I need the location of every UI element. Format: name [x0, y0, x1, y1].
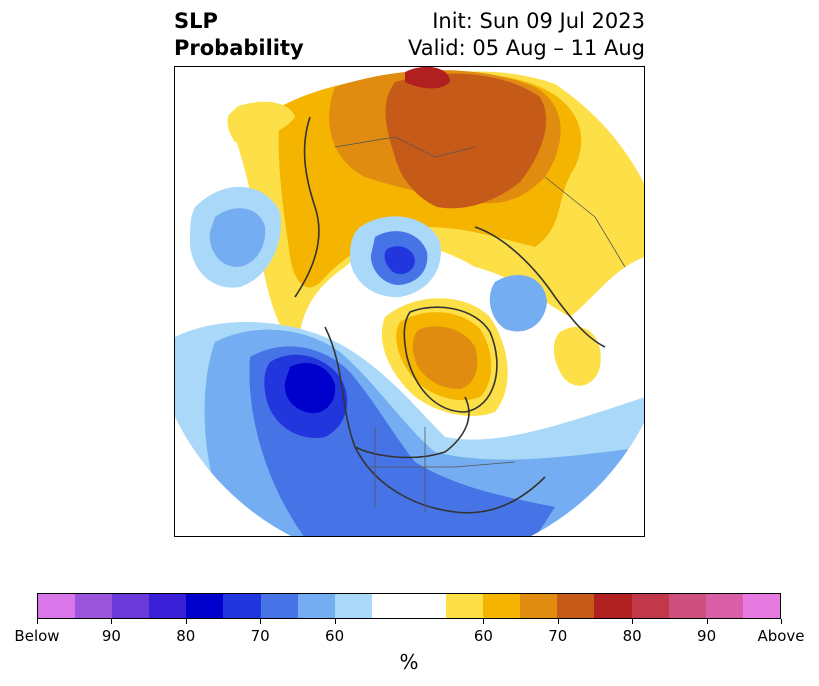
colorbar-tick-mark [185, 619, 187, 624]
colorbar-tick-label: Below [14, 627, 60, 645]
colorbar-tick-label: 90 [697, 627, 717, 645]
colorbar-tick-label: 80 [622, 627, 642, 645]
colorbar-segment [594, 594, 632, 618]
below-blue-west [209, 208, 266, 267]
colorbar-tick-mark [483, 619, 485, 624]
map-svg [175, 67, 644, 536]
above-darkorange-greenland [412, 326, 478, 389]
init-date: Init: Sun 09 Jul 2023 [432, 9, 645, 33]
coastlines [294, 116, 606, 514]
polar-map [174, 66, 645, 537]
colorbar-tick-mark [557, 619, 559, 624]
colorbar-segment [297, 594, 335, 618]
colorbar-tick-mark [260, 619, 262, 624]
colorbar-segment [446, 594, 484, 618]
colorbar-tick-label: Above [757, 627, 805, 645]
chart-title: SLP Probability [174, 8, 304, 62]
below-darkblue-pacific [284, 363, 336, 414]
below-blue-east [489, 274, 547, 332]
above-red-barents [405, 67, 450, 89]
colorbar-tick-label: 80 [176, 627, 196, 645]
colorbar-tick-mark [334, 619, 336, 624]
above-yellow-east [553, 326, 601, 386]
above-rust-eurasia [385, 73, 547, 209]
colorbar-segment [371, 594, 409, 618]
colorbar-unit: % [399, 650, 419, 674]
colorbar-segment [557, 594, 595, 618]
title-line-2: Probability [174, 36, 304, 60]
colorbar-segment [38, 594, 76, 618]
colorbar-tick-mark [706, 619, 708, 624]
title-line-1: SLP [174, 9, 218, 33]
colorbar-segment [75, 594, 113, 618]
colorbar-segment [483, 594, 521, 618]
below-darkblue-arctic [384, 246, 415, 275]
colorbar-segment [520, 594, 558, 618]
colorbar-tick-label: 90 [101, 627, 121, 645]
borders [334, 136, 626, 512]
colorbar-tick-label: 60 [473, 627, 493, 645]
colorbar-tick-mark [111, 619, 113, 624]
colorbar-tick-mark [632, 619, 634, 624]
colorbar-segment [186, 594, 224, 618]
colorbar [37, 593, 781, 619]
colorbar-segment [631, 594, 669, 618]
above-yellow-west [227, 101, 295, 142]
colorbar-segment [408, 594, 447, 618]
colorbar-segment [334, 594, 372, 618]
colorbar-segment [260, 594, 298, 618]
colorbar-segment [742, 594, 780, 618]
colorbar-segment [668, 594, 706, 618]
date-info: Init: Sun 09 Jul 2023 Valid: 05 Aug – 11… [408, 8, 645, 62]
colorbar-tick-label: 70 [250, 627, 270, 645]
colorbar-tick-label: 60 [325, 627, 345, 645]
valid-date: Valid: 05 Aug – 11 Aug [407, 36, 645, 60]
colorbar-tick-mark [781, 619, 782, 624]
colorbar-segment [112, 594, 150, 618]
colorbar-segment [223, 594, 261, 618]
colorbar-tick-label: 70 [548, 627, 568, 645]
colorbar-tick-mark [37, 619, 38, 624]
colorbar-segment [705, 594, 743, 618]
colorbar-segment [149, 594, 187, 618]
